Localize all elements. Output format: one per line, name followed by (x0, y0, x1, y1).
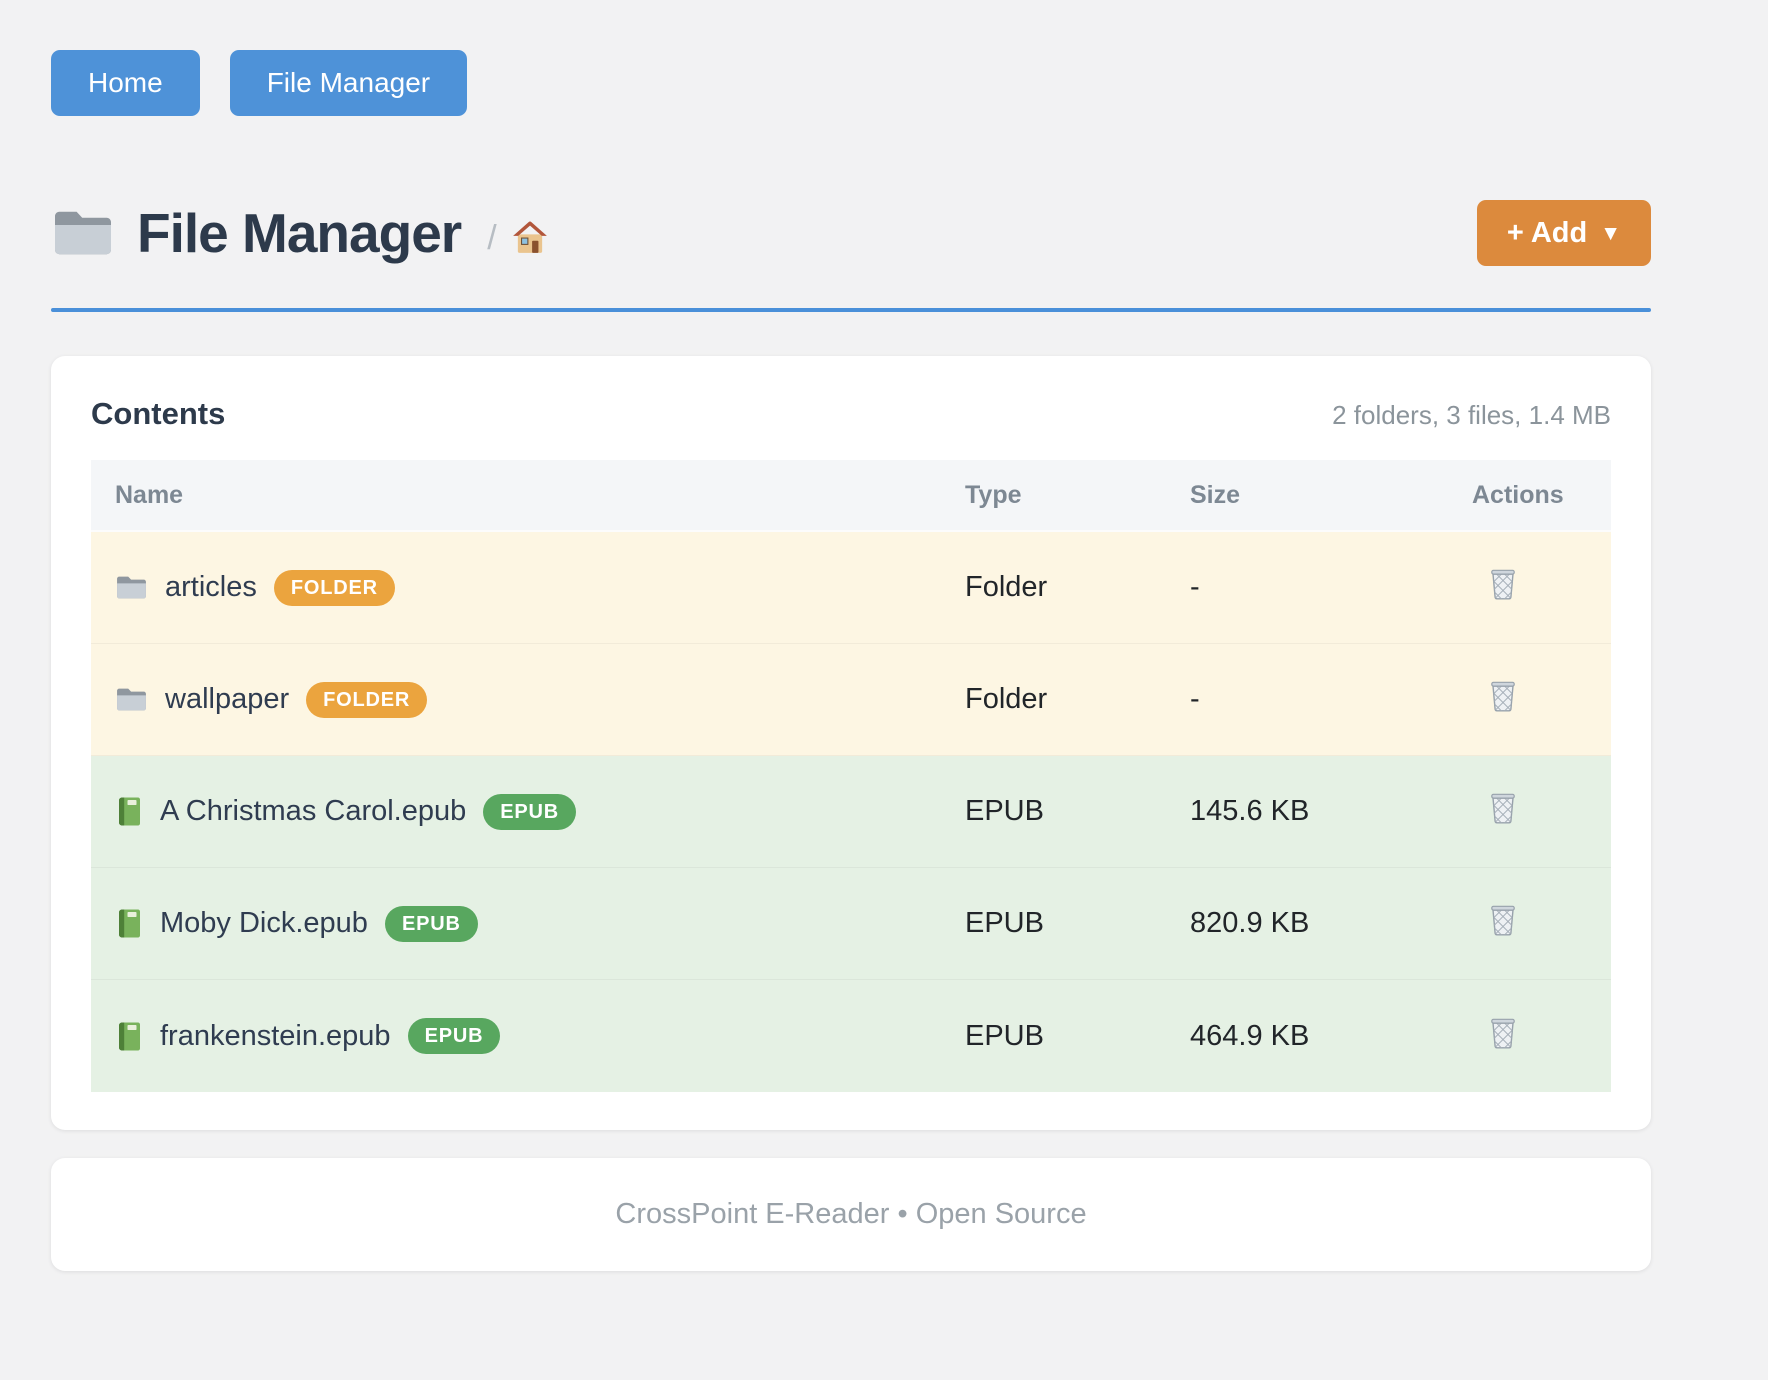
folder-icon (115, 686, 148, 713)
file-name[interactable]: A Christmas Carol.epub (160, 795, 467, 827)
book-icon (115, 907, 143, 940)
table-row[interactable]: frankenstein.epub EPUB EPUB 464.9 KB (91, 980, 1611, 1092)
book-icon (115, 795, 143, 828)
file-table: Name Type Size Actions articl (91, 460, 1611, 1092)
breadcrumb-separator: / (487, 218, 497, 257)
card-header: Contents 2 folders, 3 files, 1.4 MB (91, 396, 1611, 432)
file-type: EPUB (965, 795, 1044, 827)
home-breadcrumb-icon[interactable] (511, 219, 549, 255)
type-badge: EPUB (483, 793, 577, 830)
contents-card: Contents 2 folders, 3 files, 1.4 MB Name… (51, 356, 1651, 1130)
file-type: EPUB (965, 907, 1044, 939)
delete-button[interactable] (1486, 1014, 1520, 1051)
page: Home File Manager File Manager / (51, 0, 1651, 1271)
table-row[interactable]: articles FOLDER Folder - (91, 532, 1611, 644)
folder-icon (51, 207, 115, 259)
column-header-name: Name (115, 480, 184, 509)
type-badge: FOLDER (273, 569, 395, 606)
delete-button[interactable] (1486, 789, 1520, 826)
file-type: EPUB (965, 1019, 1044, 1052)
table-body: articles FOLDER Folder - (91, 532, 1611, 1092)
delete-button[interactable] (1486, 677, 1520, 714)
table-row[interactable]: A Christmas Carol.epub EPUB EPUB 145.6 K… (91, 756, 1611, 868)
add-button-label: + Add (1506, 216, 1588, 249)
column-header-size: Size (1190, 480, 1241, 509)
page-title: File Manager (137, 202, 462, 264)
page-header: File Manager / + Add ▼ (51, 200, 1651, 266)
file-name[interactable]: frankenstein.epub (160, 1019, 391, 1052)
book-icon (115, 1020, 143, 1053)
delete-button[interactable] (1486, 565, 1520, 602)
folder-icon (115, 574, 148, 601)
caret-down-icon: ▼ (1600, 222, 1621, 245)
type-badge: EPUB (384, 905, 478, 942)
type-badge: EPUB (407, 1018, 501, 1054)
delete-button[interactable] (1486, 901, 1520, 938)
top-nav: Home File Manager (51, 0, 1651, 116)
accent-divider (51, 308, 1651, 312)
file-size: 464.9 KB (1190, 1019, 1310, 1052)
contents-title: Contents (91, 396, 226, 431)
file-size: 145.6 KB (1190, 795, 1310, 827)
column-header-actions: Actions (1472, 480, 1564, 509)
file-name[interactable]: wallpaper (165, 683, 290, 715)
table-row[interactable]: Moby Dick.epub EPUB EPUB 820.9 KB (91, 868, 1611, 980)
file-size: - (1190, 683, 1200, 715)
footer-text: CrossPoint E-Reader • Open Source (615, 1198, 1087, 1230)
title-wrap: File Manager / (51, 201, 549, 265)
file-type: Folder (965, 683, 1048, 715)
file-name[interactable]: articles (165, 571, 257, 603)
file-size: - (1190, 571, 1200, 603)
type-badge: FOLDER (306, 681, 428, 718)
file-size: 820.9 KB (1190, 907, 1310, 939)
contents-summary: 2 folders, 3 files, 1.4 MB (1332, 400, 1611, 430)
file-name[interactable]: Moby Dick.epub (160, 907, 368, 939)
table-row[interactable]: wallpaper FOLDER Folder - (91, 644, 1611, 756)
table-header-row: Name Type Size Actions (91, 460, 1611, 532)
file-type: Folder (965, 571, 1048, 603)
nav-file-manager-button[interactable]: File Manager (229, 50, 468, 116)
column-header-type: Type (965, 480, 1022, 509)
footer-card: CrossPoint E-Reader • Open Source (51, 1158, 1651, 1271)
add-button[interactable]: + Add ▼ (1476, 200, 1651, 266)
nav-home-button[interactable]: Home (51, 50, 200, 116)
